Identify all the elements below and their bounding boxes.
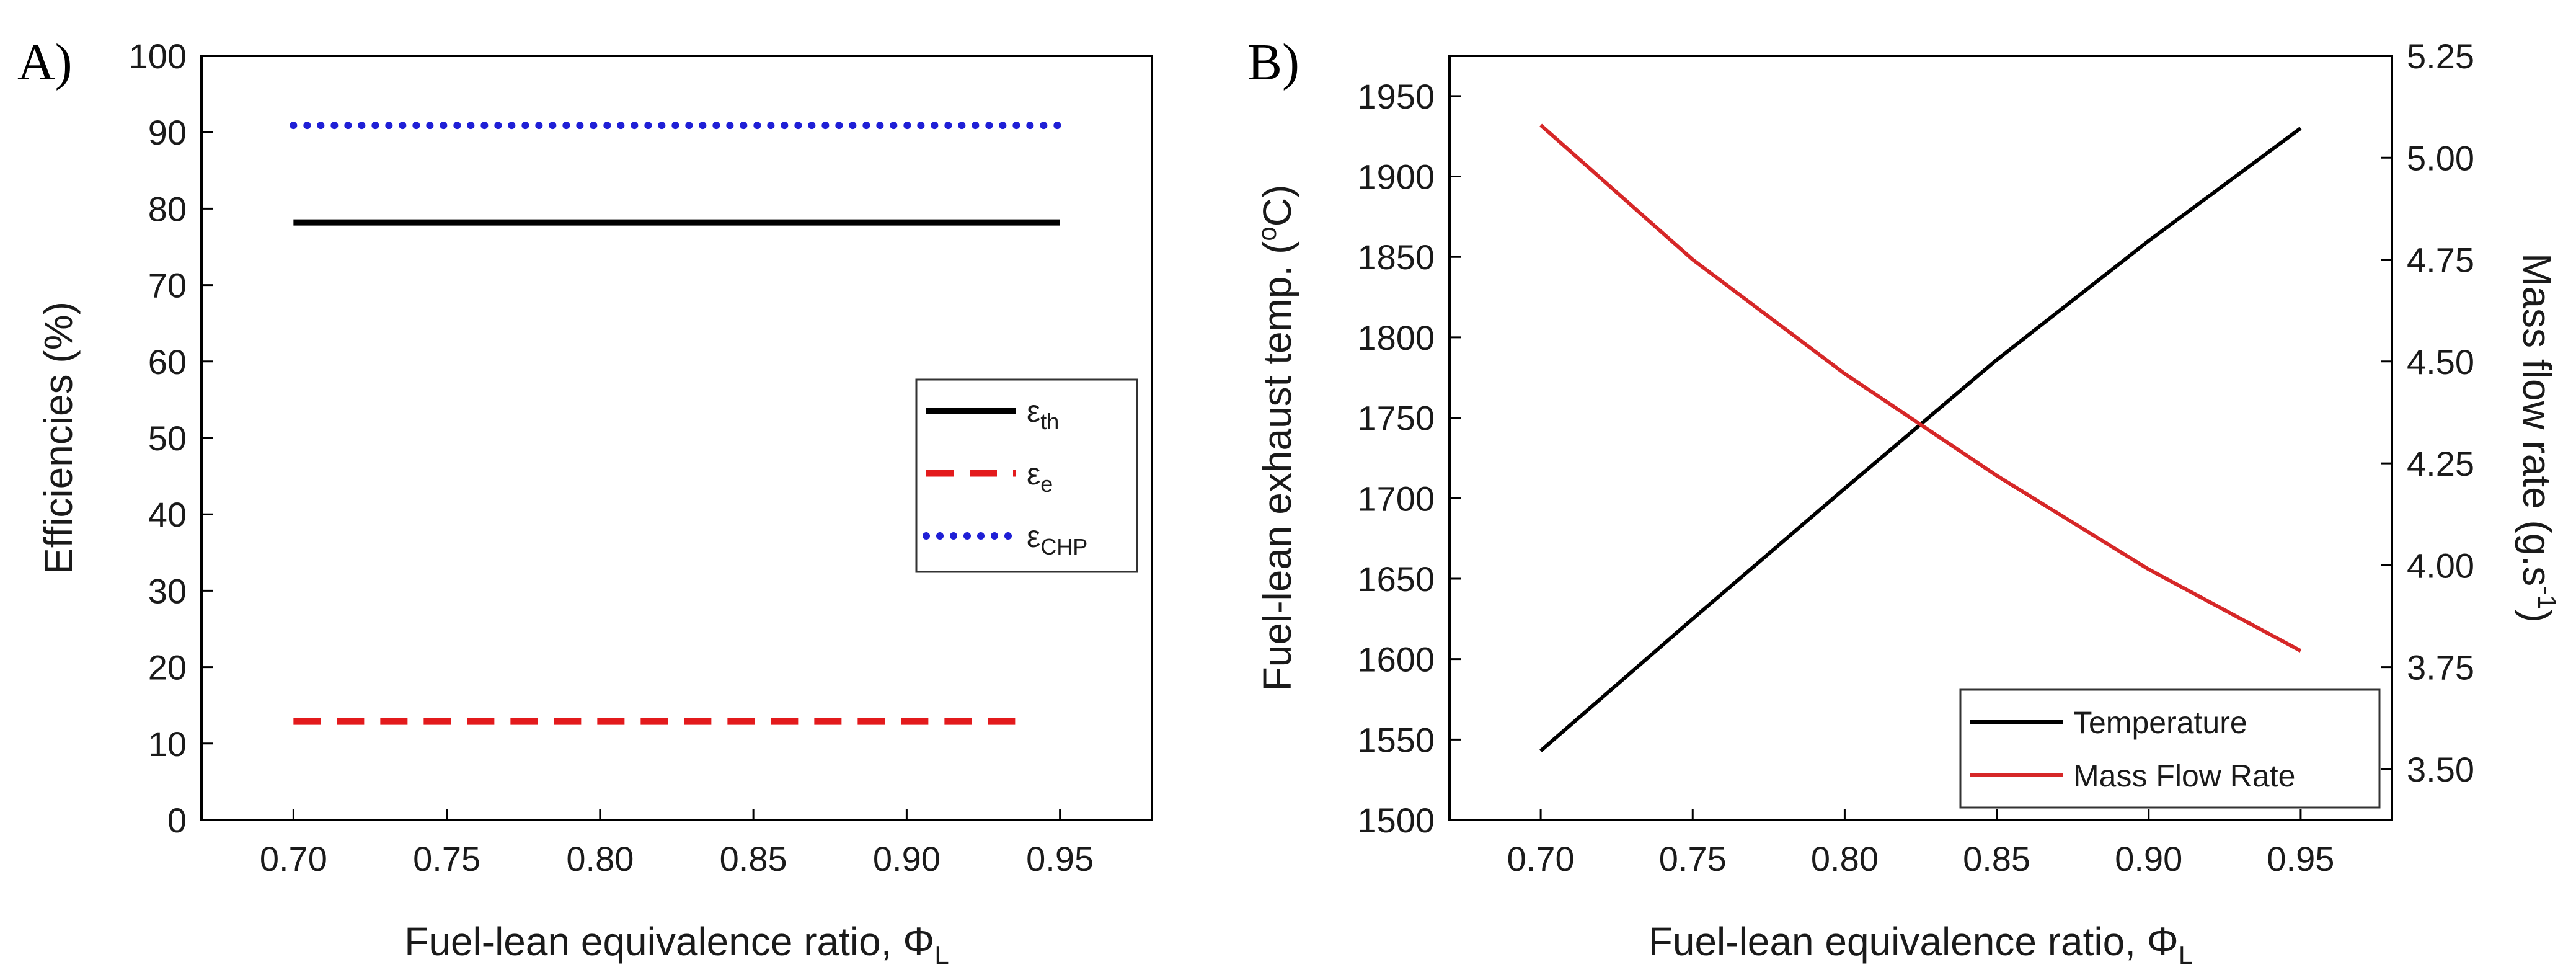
y-tick-label-a: 50: [148, 419, 187, 458]
x-axis-label-a: Fuel-lean equivalence ratio, ΦL: [404, 919, 949, 969]
y-tick-label-b: 1550: [1357, 720, 1435, 759]
y-tick-label-b: 1950: [1357, 77, 1435, 116]
y2-tick-label-b: 5.25: [2407, 37, 2474, 76]
y-tick-label-b: 1800: [1357, 318, 1435, 357]
y-tick-label-a: 10: [148, 724, 187, 764]
y2-axis-label-sup-b: -1: [2533, 586, 2562, 609]
y-tick-label-b: 1750: [1357, 399, 1435, 438]
y-tick-label-a: 40: [148, 495, 187, 534]
y2-tick-label-b: 4.25: [2407, 444, 2474, 483]
y2-tick-label-b: 3.50: [2407, 750, 2474, 789]
y-tick-label-b: 1500: [1357, 801, 1435, 840]
y2-axis-label-end-b: ): [2515, 610, 2559, 623]
y-tick-label-b: 1700: [1357, 479, 1435, 518]
y-tick-label-a: 100: [129, 37, 187, 76]
y-tick-label-a: 0: [167, 801, 187, 840]
y-axis-label-b: Fuel-lean exhaust temp. (oC): [1252, 185, 1299, 692]
series-temperature-line: [1539, 127, 2302, 752]
legend-b: [1959, 688, 2381, 809]
x-tick-label-b: 0.70: [1507, 839, 1575, 878]
legend-label-sub-a: th: [1040, 409, 1059, 434]
x-tick-label-b: 0.95: [2267, 839, 2334, 878]
panel-label-b: B): [1247, 33, 1299, 91]
y-tick-label-a: 90: [148, 113, 187, 152]
x-tick-label-b: 0.75: [1659, 839, 1727, 878]
y-axis-label-a: Efficiencies (%): [36, 301, 81, 574]
x-tick-label-a: 0.80: [566, 839, 634, 878]
y-tick-label-b: 1650: [1357, 559, 1435, 599]
x-tick-label-a: 0.90: [873, 839, 941, 878]
panel-label-a: A): [17, 33, 73, 91]
y-tick-label-a: 70: [148, 266, 187, 305]
y-tick-label-b: 1850: [1357, 238, 1435, 277]
x-axis-label-sub-b: L: [2179, 940, 2193, 969]
x-tick-label-a: 0.70: [260, 839, 327, 878]
x-tick-label-b: 0.80: [1811, 839, 1879, 878]
x-tick-label-b: 0.90: [2115, 839, 2182, 878]
y-tick-label-a: 60: [148, 342, 187, 381]
y-tick-label-b: 1900: [1357, 158, 1435, 197]
legend-label-sub-a: e: [1040, 471, 1053, 497]
x-tick-label-a: 0.95: [1026, 839, 1094, 878]
y2-tick-label-b: 4.00: [2407, 546, 2474, 585]
y-tick-label-a: 30: [148, 571, 187, 610]
y-axis-label-end-b: C): [1255, 185, 1299, 227]
x-axis-label-b: Fuel-lean equivalence ratio, ΦL: [1649, 919, 2193, 969]
legend-label-b: Temperature: [2073, 705, 2247, 740]
y2-axis-label-b: Mass flow rate (g.s-1): [2515, 253, 2562, 623]
y-axis-label-sup-b: o: [1252, 226, 1281, 241]
y2-tick-label-b: 5.00: [2407, 138, 2474, 177]
y2-tick-label-b: 3.75: [2407, 648, 2474, 687]
y-tick-label-a: 20: [148, 648, 187, 687]
y-tick-label-b: 1600: [1357, 640, 1435, 679]
x-tick-label-a: 0.85: [720, 839, 787, 878]
y2-tick-label-b: 4.50: [2407, 342, 2474, 381]
legend-label-sub-a: CHP: [1040, 534, 1087, 559]
series-mass-flow-rate-line: [1539, 123, 2302, 653]
y2-tick-label-b: 4.75: [2407, 241, 2474, 280]
legend-label-b: Mass Flow Rate: [2073, 759, 2295, 793]
x-axis-label-sub-a: L: [934, 940, 949, 969]
y-tick-label-a: 80: [148, 189, 187, 228]
x-tick-label-b: 0.85: [1963, 839, 2030, 878]
x-tick-label-a: 0.75: [413, 839, 480, 878]
plot-frame-b: [1448, 55, 2393, 821]
